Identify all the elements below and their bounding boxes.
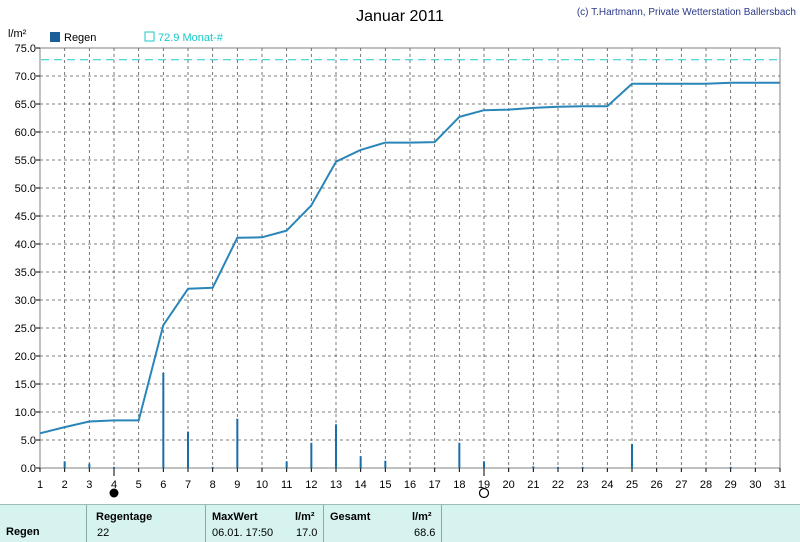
rain-bar: [261, 467, 263, 468]
cumulative-line: [39, 81, 780, 435]
rain-bar: [236, 418, 239, 468]
maxwert-label: MaxWert: [212, 511, 258, 523]
rain-bar: [285, 461, 288, 468]
rain-bar: [433, 467, 436, 468]
x-tick-label: 24: [601, 479, 613, 491]
rain-chart: Januar 2011 (c) T.Hartmann, Private Wett…: [8, 7, 796, 499]
rain-bar: [384, 460, 387, 468]
chart-title: Januar 2011: [356, 8, 444, 25]
x-tick-label: 27: [675, 479, 687, 491]
rain-bar: [335, 424, 337, 468]
y-axis-label: l/m²: [8, 28, 27, 40]
x-tick-label: 8: [210, 479, 216, 491]
y-tick-labels: 0.0 5.0 10.0 15.0 20.0 25.0 30.0 35.0 40.0 45.0 50…: [15, 43, 36, 475]
maxwert-unit: l/m²: [295, 511, 315, 523]
rain-bar: [113, 466, 115, 468]
x-tick-label: 12: [305, 479, 317, 491]
x-tick-label: 11: [281, 479, 292, 491]
x-tick-label: 2: [62, 479, 68, 491]
rain-bar: [532, 466, 535, 468]
rain-bar: [162, 372, 165, 468]
rain-bars: [63, 372, 732, 468]
x-tick-label: 31: [774, 479, 786, 491]
gesamt-value: 68.6: [414, 527, 436, 539]
rain-bar: [458, 442, 461, 468]
x-tick-label: 13: [330, 479, 342, 491]
copyright-text: (c) T.Hartmann, Private Wetterstation Ba…: [577, 7, 796, 18]
maxwert-date: 06.01. 17:50: [212, 527, 274, 539]
y-tick-label: 50.0: [15, 183, 36, 195]
rain-bar: [187, 431, 189, 468]
x-tick-label: 16: [404, 479, 416, 491]
regentage-value: 22: [97, 527, 110, 539]
x-tick-label: 7: [185, 479, 191, 491]
new-moon-icon: [109, 488, 119, 498]
maxwert-value: 17.0: [296, 527, 318, 539]
x-tick-label: 26: [651, 479, 663, 491]
legend-swatch-monat: [144, 31, 155, 42]
y-tick-label: 0.0: [21, 463, 36, 475]
y-tick-label: 10.0: [15, 407, 36, 419]
y-tick-label: 35.0: [15, 267, 36, 279]
y-tick-label: 5.0: [21, 435, 36, 447]
y-tick-label: 20.0: [15, 351, 36, 363]
x-tick-label: 14: [355, 479, 367, 491]
x-tick-label: 18: [453, 479, 465, 491]
rain-bar: [211, 466, 214, 468]
y-tick-label: 40.0: [15, 239, 36, 251]
x-tick-labels: 1 2 3 4 5 6 7 8 9 10 11 12 13 14 15 16 17 18 19 20 21 22 23 24 2…: [37, 479, 786, 491]
x-tick-label: 21: [527, 479, 539, 491]
x-tick-label: 29: [725, 479, 737, 491]
y-tick-label: 30.0: [15, 295, 36, 307]
rain-bar: [359, 456, 362, 468]
y-tick-label: 55.0: [15, 155, 36, 167]
legend: Regen 72.9 Monat-#: [50, 31, 224, 44]
legend-swatch-regen: [50, 32, 60, 42]
cumulative-rain-line: [39, 81, 780, 435]
y-tick-label: 70.0: [15, 71, 36, 83]
x-tick-label: 10: [256, 479, 268, 491]
x-tick-label: 28: [700, 479, 712, 491]
y-tick-label: 45.0: [15, 211, 36, 223]
y-tick-label: 15.0: [15, 379, 36, 391]
rain-bar: [310, 442, 313, 468]
x-tick-label: 5: [136, 479, 142, 491]
gesamt-unit: l/m²: [412, 511, 432, 523]
rain-bar: [63, 461, 66, 468]
x-tick-label: 22: [552, 479, 564, 491]
x-tick-label: 4: [111, 479, 117, 491]
y-tick-label: 25.0: [15, 323, 36, 335]
x-tick-label: 25: [626, 479, 638, 491]
rain-bar: [483, 461, 485, 468]
rain-bar: [507, 467, 510, 468]
x-tick-label: 9: [234, 479, 240, 491]
rain-bar: [729, 466, 732, 468]
y-tick-label: 65.0: [15, 99, 36, 111]
x-tick-label: 20: [503, 479, 515, 491]
x-tick-label: 19: [478, 479, 490, 491]
grid: [36, 47, 781, 472]
rain-bar: [581, 466, 584, 468]
regentage-label: Regentage: [96, 511, 153, 523]
rain-bar: [88, 463, 91, 468]
x-tick-label: 6: [160, 479, 166, 491]
gesamt-label: Gesamt: [330, 511, 371, 523]
x-tick-label: 23: [577, 479, 589, 491]
rain-bar: [557, 466, 559, 468]
rain-bar: [631, 443, 633, 468]
x-tick-label: 17: [429, 479, 441, 491]
x-tick-label: 30: [749, 479, 761, 491]
y-tick-label: 60.0: [15, 127, 36, 139]
summary-footer: Regen Regentage 22 MaxWert l/m² 06.01. 1…: [0, 504, 800, 542]
footer-row-label: Regen: [6, 526, 40, 538]
full-moon-icon: [478, 487, 490, 499]
moon-phases: [109, 468, 490, 499]
x-tick-label: 1: [37, 479, 43, 491]
legend-label-monat: 72.9 Monat-#: [158, 32, 224, 44]
legend-label-regen: Regen: [64, 32, 96, 44]
x-tick-label: 3: [86, 479, 92, 491]
x-tick-label: 15: [379, 479, 391, 491]
y-tick-label: 75.0: [15, 43, 36, 55]
